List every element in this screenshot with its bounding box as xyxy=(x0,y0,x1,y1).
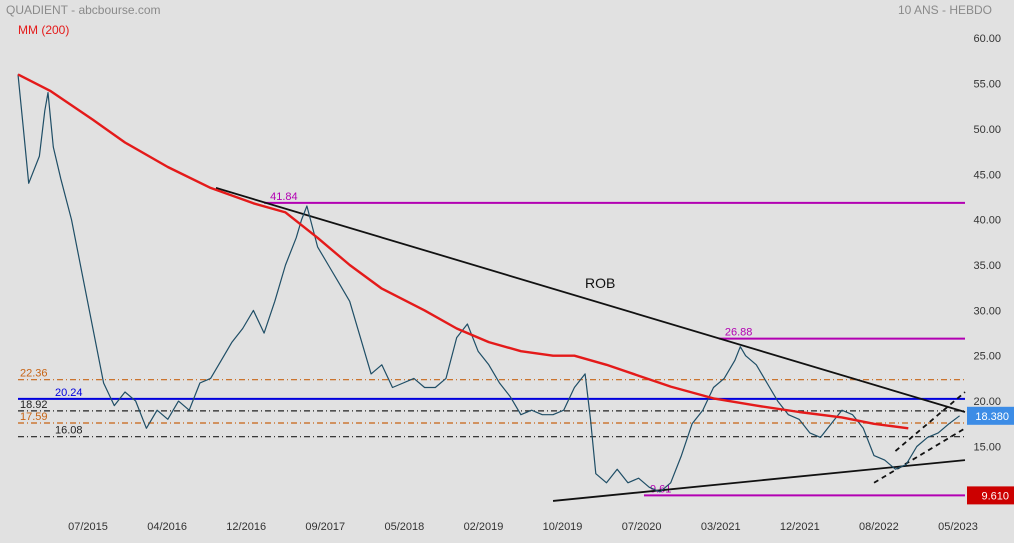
series-line-mm200 xyxy=(17,73,909,430)
level-label: 20.24 xyxy=(55,387,83,399)
level-label: 22.36 xyxy=(20,368,48,380)
level-label: 41.84 xyxy=(270,191,298,203)
price-tag-box xyxy=(967,486,1014,505)
y-tick-label: 45.00 xyxy=(973,169,1001,181)
chart-title: QUADIENT - abcbourse.com xyxy=(6,3,161,17)
trendline xyxy=(894,391,966,452)
level-label: 18.92 xyxy=(20,399,48,411)
y-tick-label: 50.00 xyxy=(973,124,1001,136)
price-tag-box xyxy=(967,406,1014,425)
x-tick-label: 12/2016 xyxy=(226,521,266,533)
y-tick-label: 25.00 xyxy=(973,351,1001,363)
trendline xyxy=(215,187,966,413)
y-tick-label: 20.00 xyxy=(973,396,1001,408)
y-tick-label: 35.00 xyxy=(973,260,1001,272)
trendlines-layer: ROB xyxy=(215,187,966,502)
trendline-label: ROB xyxy=(585,275,615,291)
price-tag-layer: 18.380 9.610 xyxy=(967,406,1014,505)
y-tick-label: 40.00 xyxy=(973,215,1001,227)
x-tick-label: 07/2020 xyxy=(622,521,662,533)
price-tag-label: 18.380 xyxy=(975,411,1009,423)
x-tick-label: 02/2019 xyxy=(464,521,504,533)
chart-period: 10 ANS - HEBDO xyxy=(898,3,992,17)
level-label: 16.08 xyxy=(55,425,83,437)
trendline xyxy=(552,459,966,502)
series-layer xyxy=(17,73,960,493)
price-tag-label: 9.610 xyxy=(981,490,1009,502)
y-tick-label: 55.00 xyxy=(973,79,1001,91)
x-tick-label: 08/2022 xyxy=(859,521,899,533)
x-tick-label: 05/2018 xyxy=(384,521,424,533)
x-tick-label: 05/2023 xyxy=(938,521,978,533)
y-tick-label: 60.00 xyxy=(973,33,1001,45)
x-tick-label: 12/2021 xyxy=(780,521,820,533)
x-tick-label: 03/2021 xyxy=(701,521,741,533)
legend-mm200: MM (200) xyxy=(18,23,69,37)
x-tick-label: 07/2015 xyxy=(68,521,108,533)
level-label: 26.88 xyxy=(725,327,753,339)
level-label: 17.59 xyxy=(20,411,48,423)
series-line-price xyxy=(17,74,960,493)
x-tick-label: 09/2017 xyxy=(305,521,345,533)
x-tick-label: 10/2019 xyxy=(543,521,583,533)
y-tick-label: 15.00 xyxy=(973,441,1001,453)
x-tick-label: 04/2016 xyxy=(147,521,187,533)
y-tick-label: 30.00 xyxy=(973,305,1001,317)
